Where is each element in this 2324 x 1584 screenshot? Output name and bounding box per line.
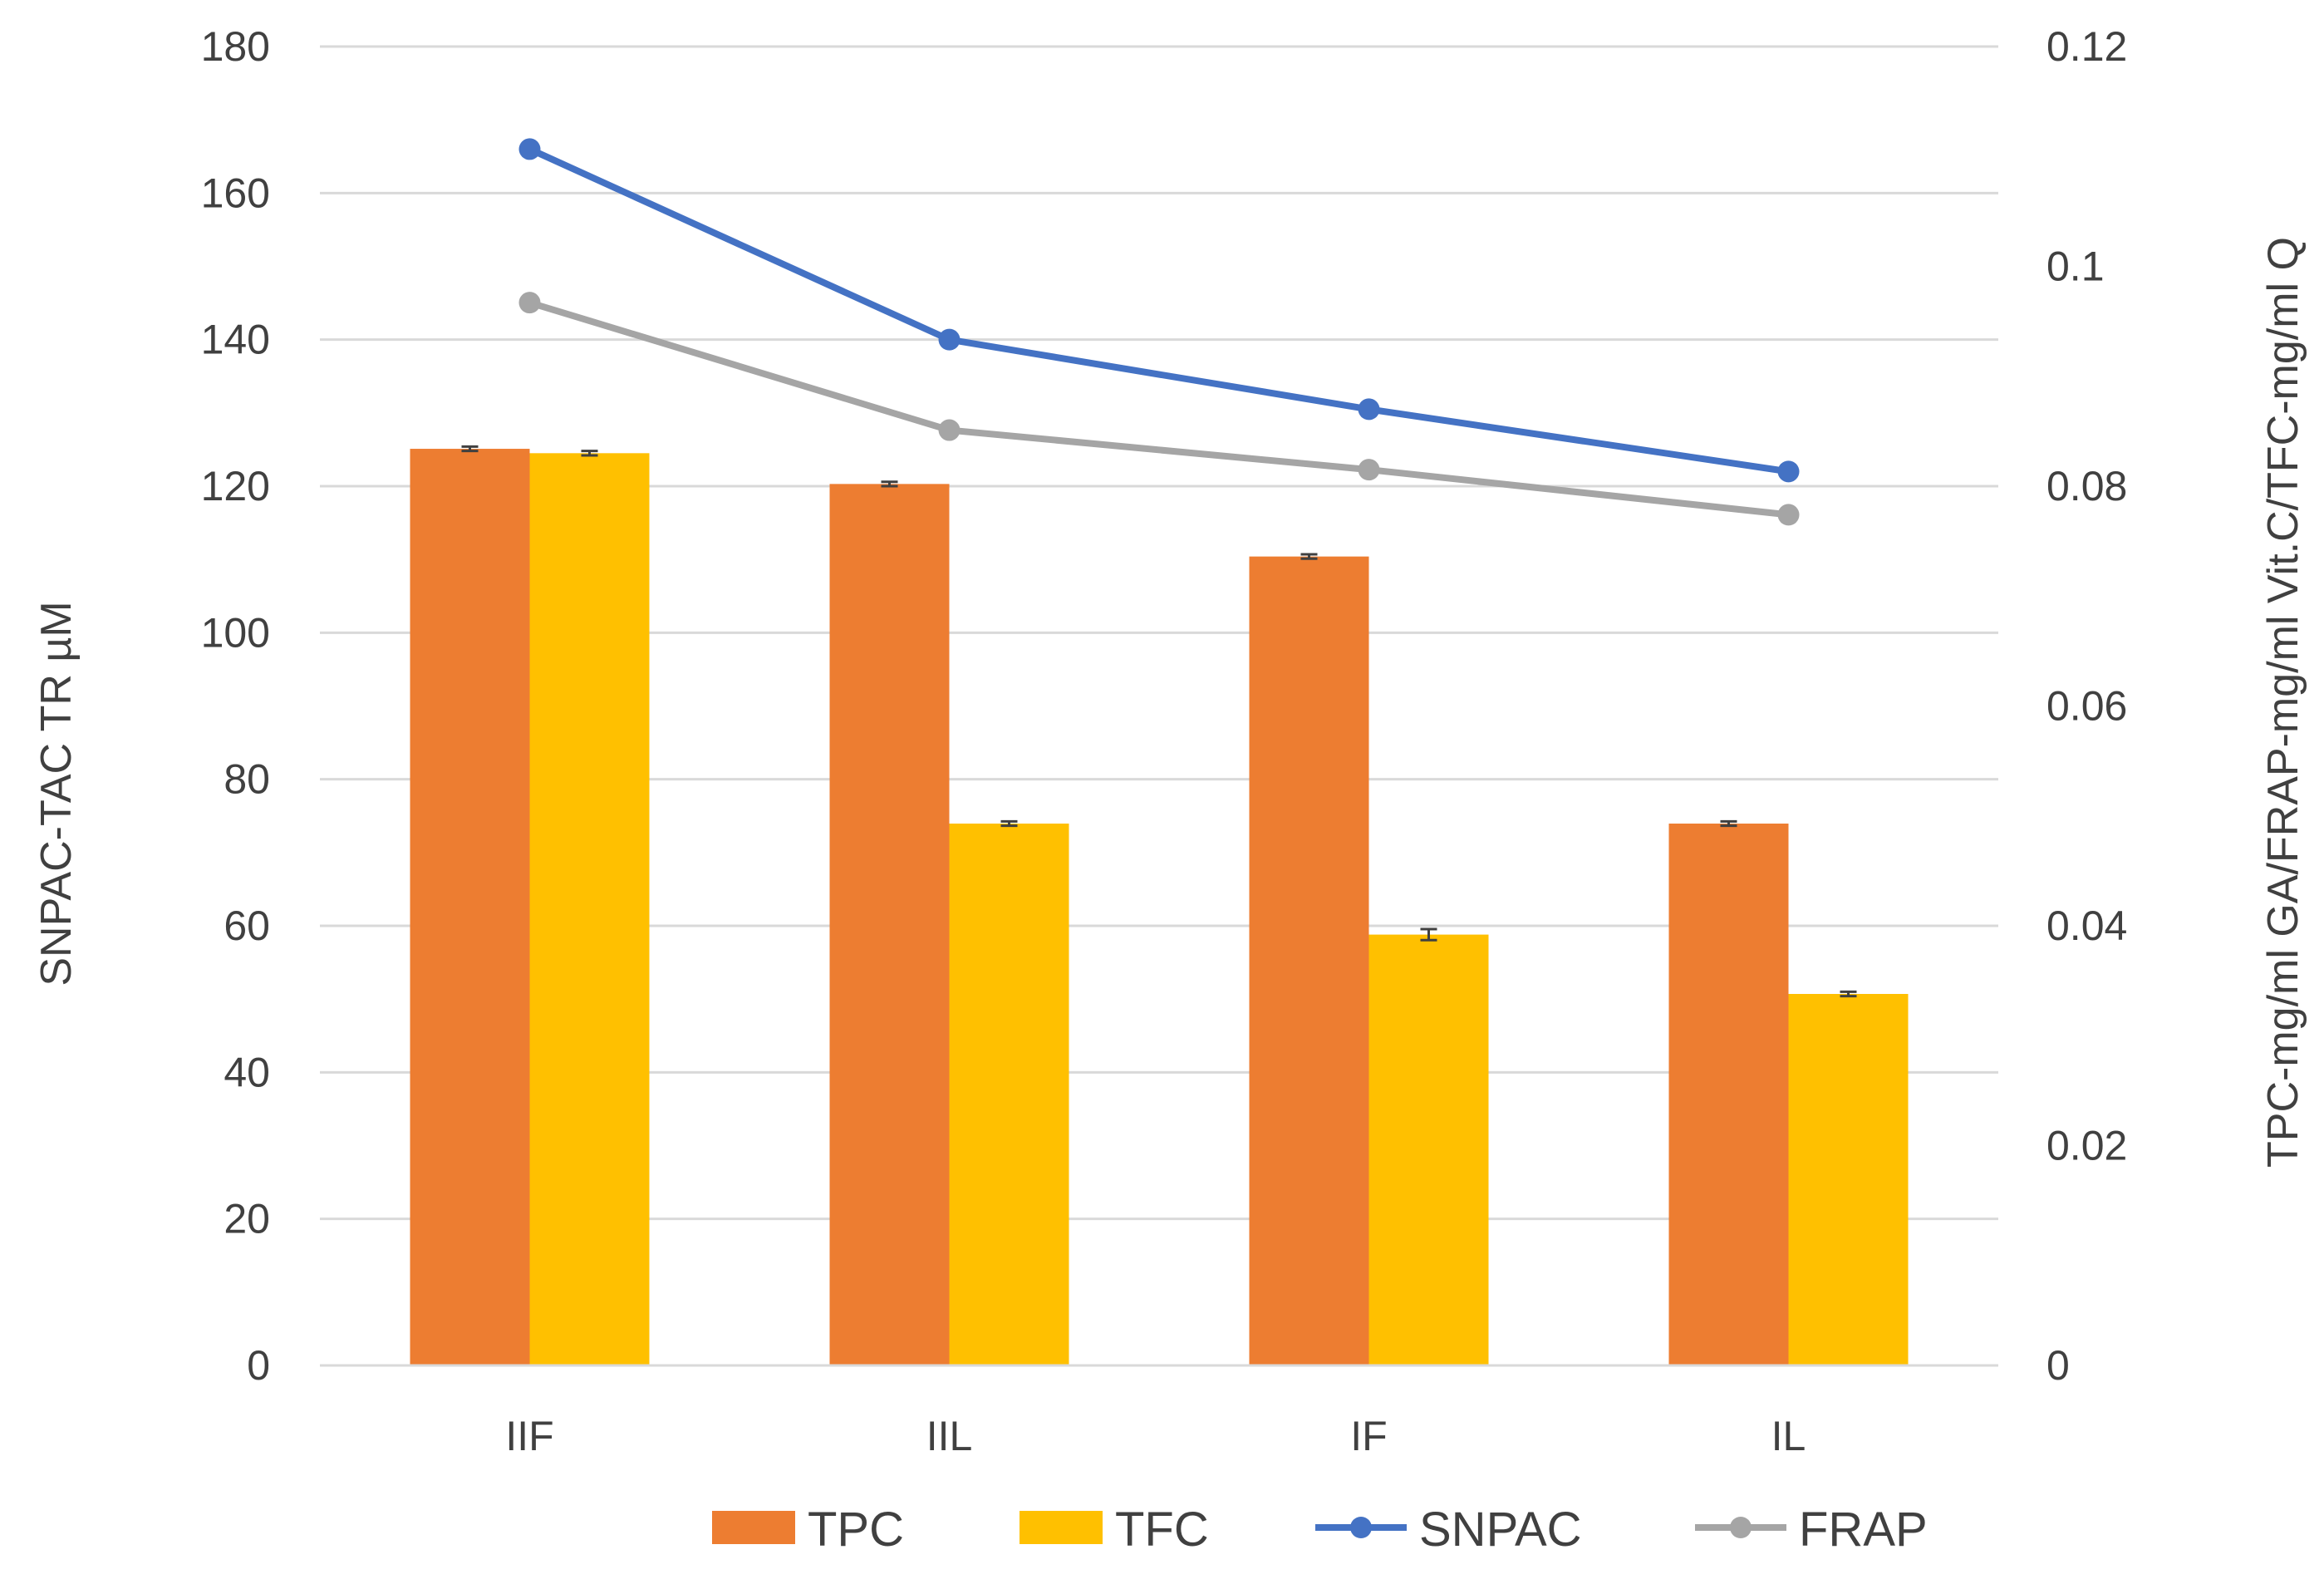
point-snpac-iif: [518, 138, 541, 160]
left-axis-title: SNPAC-TAC TR µM: [32, 601, 81, 986]
lines: [518, 138, 1800, 526]
right-tick-label: 0.02: [2046, 1123, 2127, 1169]
point-frap-iif: [518, 292, 541, 314]
line-frap: [526, 299, 1792, 519]
bar-tfc-if: [1368, 934, 1489, 1365]
legend-marker-frap: [1730, 1517, 1752, 1538]
bar-tfc-iil: [949, 824, 1069, 1365]
left-tick-label: 100: [201, 609, 270, 656]
bar-tpc-iif: [410, 449, 530, 1366]
x-axis-ticks: IIF IIL IF IL: [505, 1413, 1806, 1459]
x-tick-label: IF: [1350, 1413, 1387, 1459]
bars: [320, 445, 1998, 1367]
point-frap-il: [1777, 504, 1800, 526]
left-tick-label: 40: [224, 1049, 270, 1095]
legend-marker-snpac: [1350, 1517, 1372, 1538]
left-tick-label: 140: [201, 317, 270, 363]
x-tick-label: IIF: [505, 1413, 553, 1459]
right-tick-label: 0.08: [2046, 463, 2127, 509]
left-tick-label: 20: [224, 1196, 270, 1242]
left-tick-label: 80: [224, 756, 270, 803]
right-tick-label: 0.1: [2046, 244, 2105, 290]
legend-label-snpac: SNPAC: [1419, 1503, 1582, 1557]
left-tick-label: 0: [247, 1342, 270, 1389]
legend-swatch-tpc: [712, 1511, 795, 1544]
point-frap-if: [1358, 459, 1380, 481]
bar-tpc-il: [1668, 824, 1789, 1365]
right-axis-title: TPC-mg/ml GA/FRAP-mg/ml Vit.C/TFC-mg/ml …: [2259, 237, 2307, 1168]
line-snpac: [526, 145, 1792, 475]
left-tick-label: 180: [201, 23, 270, 70]
left-tick-label: 160: [201, 170, 270, 216]
right-tick-label: 0.04: [2046, 903, 2127, 949]
legend-label-frap: FRAP: [1799, 1503, 1928, 1557]
bar-tpc-if: [1249, 556, 1369, 1365]
right-axis-ticks: 0 0.02 0.04 0.06 0.08 0.1 0.12: [2046, 23, 2127, 1389]
bar-tfc-iif: [529, 453, 650, 1366]
legend-swatch-tfc: [1020, 1511, 1103, 1544]
left-tick-label: 120: [201, 463, 270, 509]
x-tick-label: IL: [1771, 1413, 1806, 1459]
point-snpac-il: [1777, 460, 1800, 483]
point-frap-iil: [938, 419, 961, 441]
legend-label-tfc: TFC: [1115, 1503, 1209, 1557]
legend: TPC TFC SNPAC FRAP: [712, 1503, 1928, 1557]
point-snpac-if: [1358, 398, 1380, 421]
right-tick-label: 0.06: [2046, 683, 2127, 730]
right-tick-label: 0: [2046, 1342, 2070, 1389]
x-tick-label: IIL: [926, 1413, 973, 1459]
bar-tfc-il: [1788, 993, 1909, 1365]
left-tick-label: 60: [224, 903, 270, 949]
legend-label-tpc: TPC: [808, 1503, 904, 1557]
left-axis-ticks: 0 20 40 60 80 100 120 140 160 180: [201, 23, 270, 1389]
point-snpac-iil: [938, 328, 961, 351]
right-tick-label: 0.12: [2046, 23, 2127, 70]
bar-tpc-iil: [829, 484, 950, 1365]
